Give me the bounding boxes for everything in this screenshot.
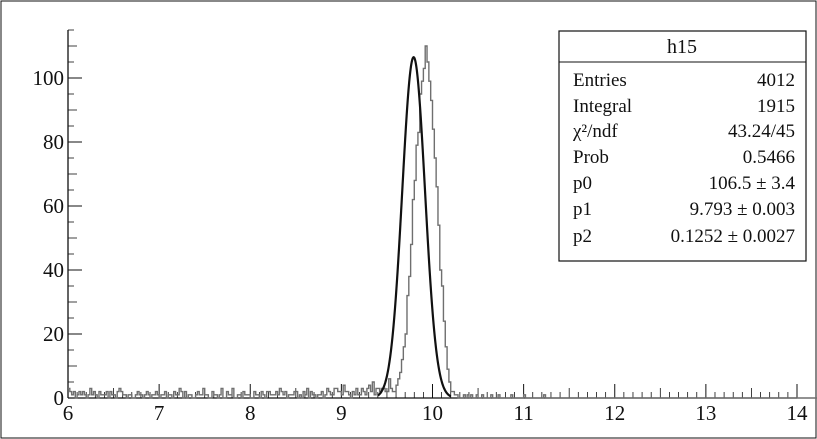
x-tick-label: 12 bbox=[604, 401, 625, 425]
y-tick-label: 40 bbox=[43, 258, 64, 282]
x-tick-label: 14 bbox=[787, 401, 809, 425]
stats-label-p2: p2 bbox=[573, 226, 592, 247]
stats-value-chi2ndf: 43.24/45 bbox=[728, 121, 795, 142]
stats-value-p0: 106.5 ± 3.4 bbox=[709, 173, 796, 194]
stats-label-p1: p1 bbox=[573, 199, 592, 220]
x-tick-label: 11 bbox=[514, 401, 534, 425]
stats-value-p2: 0.1252 ± 0.0027 bbox=[671, 226, 795, 247]
stats-value-entries: 4012 bbox=[757, 70, 795, 91]
y-tick-label: 60 bbox=[43, 194, 64, 218]
y-tick-label: 0 bbox=[54, 386, 65, 410]
y-tick-label: 80 bbox=[43, 130, 64, 154]
y-tick-label: 20 bbox=[43, 322, 64, 346]
stats-value-integral: 1915 bbox=[757, 96, 795, 117]
stats-title: h15 bbox=[667, 36, 697, 58]
plot-area: 6 7 8 9 10 11 12 13 14 0 20 40 60 80 100 bbox=[33, 29, 817, 425]
stats-label-integral: Integral bbox=[573, 96, 632, 117]
x-tick-label: 8 bbox=[245, 401, 256, 425]
stats-box: h15 Entries 4012 Integral 1915 χ²/ndf 43… bbox=[558, 30, 807, 262]
stats-value-prob: 0.5466 bbox=[743, 147, 795, 168]
x-tick-label: 13 bbox=[695, 401, 716, 425]
x-tick-label: 10 bbox=[422, 401, 443, 425]
stats-label-prob: Prob bbox=[573, 147, 609, 168]
stats-value-p1: 9.793 ± 0.003 bbox=[690, 199, 795, 220]
stats-box-frame bbox=[558, 30, 807, 262]
stats-label-entries: Entries bbox=[573, 70, 627, 91]
gaussian-fit-curve bbox=[377, 56, 452, 398]
x-tick-label: 6 bbox=[63, 401, 74, 425]
x-tick-label: 7 bbox=[154, 401, 165, 425]
stats-label-p0: p0 bbox=[573, 173, 592, 194]
y-tick-label: 100 bbox=[33, 66, 65, 90]
x-tick-label: 9 bbox=[336, 401, 347, 425]
stats-label-chi2ndf: χ²/ndf bbox=[572, 121, 618, 142]
